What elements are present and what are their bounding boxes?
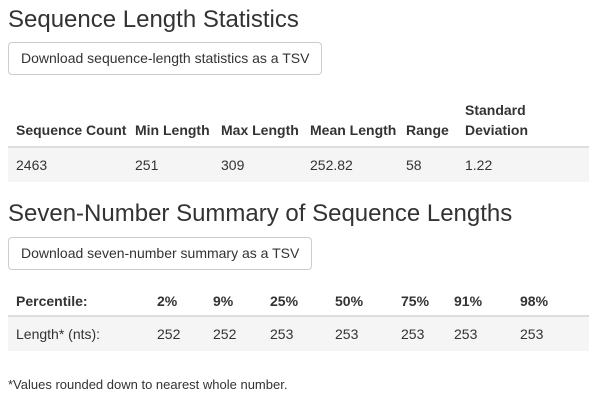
cell-min-length: 251: [127, 146, 213, 182]
header-mean-length: Mean Length: [310, 122, 397, 138]
cell-length-98: 253: [512, 315, 589, 351]
table-header-row: Percentile: 2% 9% 25% 50% 75% 91% 98%: [8, 283, 589, 316]
cell-range: 58: [398, 146, 457, 182]
cell-length-9: 252: [205, 315, 262, 351]
sequence-length-statistics-title: Sequence Length Statistics: [8, 6, 299, 33]
header-range: Range: [406, 122, 449, 138]
header-standard-deviation: Standard Deviation: [465, 102, 529, 138]
cell-length-25: 253: [262, 315, 327, 351]
header-sequence-count: Sequence Count: [16, 122, 127, 138]
header-percentile-25: 25%: [270, 293, 299, 309]
cell-length-label: Length* (nts):: [8, 315, 149, 351]
header-percentile-2: 2%: [157, 293, 178, 309]
header-min-length: Min Length: [135, 122, 210, 138]
cell-max-length: 309: [213, 146, 302, 182]
cell-mean-length: 252.82: [302, 146, 398, 182]
seven-number-summary-table: Percentile: 2% 9% 25% 50% 75% 91% 98% Le…: [8, 283, 589, 351]
seven-number-summary-title: Seven-Number Summary of Sequence Lengths: [8, 200, 513, 227]
cell-length-2: 252: [149, 315, 205, 351]
table-header-row: Sequence Count Min Length Max Length Mea…: [8, 90, 589, 147]
download-seven-number-summary-tsv-button[interactable]: Download seven-number summary as a TSV: [8, 237, 313, 270]
cell-length-91: 253: [446, 315, 512, 351]
cell-length-50: 253: [327, 315, 393, 351]
footnote: *Values rounded down to nearest whole nu…: [8, 377, 288, 392]
cell-length-75: 253: [393, 315, 446, 351]
header-percentile-9: 9%: [213, 293, 234, 309]
header-percentile: Percentile:: [16, 293, 88, 309]
sequence-length-statistics-table: Sequence Count Min Length Max Length Mea…: [8, 90, 589, 182]
cell-sequence-count: 2463: [8, 146, 127, 182]
header-max-length: Max Length: [221, 122, 299, 138]
header-percentile-98: 98%: [520, 293, 549, 309]
download-statistics-tsv-button[interactable]: Download sequence-length statistics as a…: [8, 42, 323, 75]
header-percentile-75: 75%: [401, 293, 430, 309]
header-percentile-91: 91%: [454, 293, 483, 309]
cell-standard-deviation: 1.22: [457, 146, 589, 182]
table-row: 2463 251 309 252.82 58 1.22: [8, 146, 589, 182]
table-row: Length* (nts): 252 252 253 253 253 253 2…: [8, 315, 589, 351]
header-percentile-50: 50%: [335, 293, 364, 309]
